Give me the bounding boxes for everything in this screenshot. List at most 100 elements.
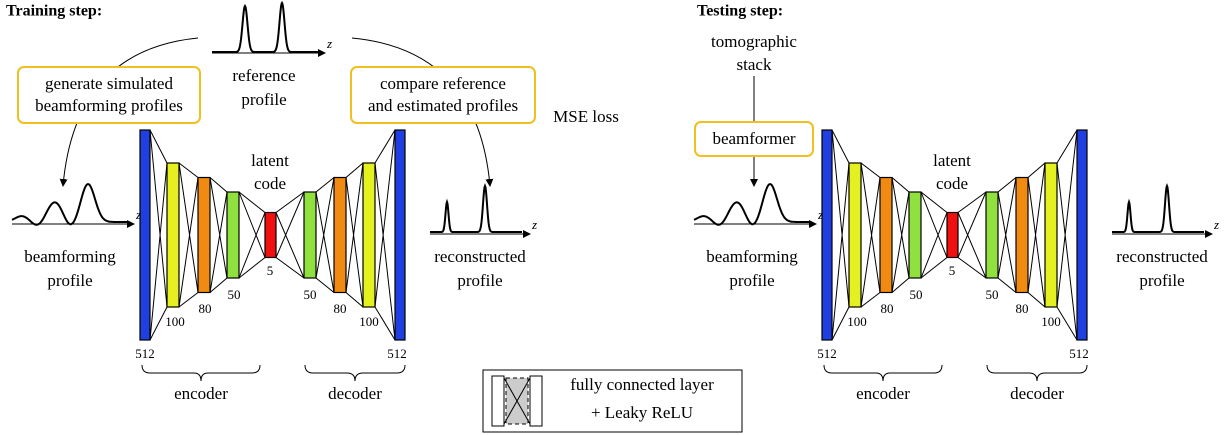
reference-profile	[212, 0, 318, 53]
connection	[238, 191, 266, 279]
layer	[985, 191, 999, 279]
connection	[149, 129, 168, 341]
brace	[823, 364, 943, 382]
layer-size: 512	[387, 346, 407, 361]
box-text: beamformer	[712, 129, 795, 148]
connection	[178, 162, 199, 308]
layer-size: 80	[334, 301, 347, 316]
connection	[891, 177, 910, 293]
latent-label: latent	[251, 151, 289, 170]
output-profile	[430, 183, 522, 233]
encoder-label: encoder	[856, 384, 910, 403]
panel-title: Testing step:	[697, 3, 783, 20]
box-text: compare reference	[380, 74, 506, 93]
layer	[848, 162, 862, 308]
input-label: profile	[729, 271, 774, 290]
loss-label: MSE loss	[553, 107, 619, 126]
layer	[166, 162, 180, 308]
output-label: profile	[457, 271, 502, 290]
axis-label: z	[135, 207, 141, 222]
box-text: and estimated profiles	[368, 96, 518, 115]
connection	[345, 162, 364, 308]
layer	[879, 176, 893, 294]
layer-size: 80	[1016, 301, 1029, 316]
layer	[362, 162, 376, 308]
connection	[920, 191, 948, 279]
reference-label: reference	[232, 66, 295, 85]
output-profile	[1112, 183, 1204, 233]
layer	[946, 211, 959, 259]
connection	[315, 177, 335, 293]
connection	[997, 177, 1017, 293]
output-label: reconstructed	[434, 247, 526, 266]
decoder-label: decoder	[328, 384, 382, 403]
box-text: generate simulated	[45, 74, 173, 93]
layer	[821, 129, 833, 341]
axis-label: z	[531, 217, 537, 232]
panel-title: Training step:	[6, 3, 102, 20]
box	[350, 66, 536, 124]
encoder-label: encoder	[174, 384, 228, 403]
layer-size: 80	[881, 301, 894, 316]
brace	[141, 364, 261, 382]
source-label: stack	[737, 55, 772, 74]
connection	[831, 129, 850, 341]
box	[694, 121, 814, 157]
layer-size: 80	[199, 301, 212, 316]
input-profile	[11, 183, 128, 226]
layer-size: 512	[135, 346, 155, 361]
layer	[1076, 129, 1088, 341]
connection	[860, 162, 881, 308]
input-label: profile	[47, 271, 92, 290]
layer-size: 100	[359, 314, 379, 329]
connection	[209, 177, 228, 293]
layer-size: 100	[1041, 314, 1061, 329]
legend-text: + Leaky ReLU	[591, 403, 693, 422]
layer-size: 100	[847, 314, 867, 329]
input-label: beamforming	[24, 247, 116, 266]
layer-size: 512	[1069, 346, 1089, 361]
layer	[139, 129, 151, 341]
layer	[1015, 176, 1029, 294]
output-label: reconstructed	[1116, 247, 1208, 266]
axis-label: z	[326, 36, 332, 51]
box-text: beamforming profiles	[35, 96, 183, 115]
layer-size: 512	[817, 346, 837, 361]
layer	[333, 176, 347, 294]
latent-label: code	[254, 174, 286, 193]
axis-label: z	[1213, 217, 1219, 232]
layer-size: 50	[228, 287, 241, 302]
layer-size: 50	[304, 287, 317, 302]
layer-size: 50	[910, 287, 923, 302]
layer	[1044, 162, 1058, 308]
reference-label: profile	[241, 90, 286, 109]
legend-icon	[529, 375, 543, 427]
brace	[304, 364, 406, 382]
connection	[374, 129, 396, 341]
layer	[303, 191, 317, 279]
layer-size: 5	[949, 263, 956, 278]
layer-size: 100	[165, 314, 185, 329]
output-label: profile	[1139, 271, 1184, 290]
latent-label: code	[936, 174, 968, 193]
axis-label: z	[817, 207, 823, 222]
layer	[264, 211, 277, 259]
box	[17, 66, 201, 124]
layer	[226, 191, 240, 279]
latent-label: latent	[933, 151, 971, 170]
input-label: beamforming	[706, 247, 798, 266]
legend-icon	[491, 375, 505, 427]
connection	[1056, 129, 1078, 341]
legend-text: fully connected layer	[570, 375, 714, 394]
decoder-label: decoder	[1010, 384, 1064, 403]
layer-size: 5	[267, 263, 274, 278]
source-label: tomographic	[711, 32, 797, 51]
layer	[908, 191, 922, 279]
connection	[1027, 162, 1046, 308]
brace	[986, 364, 1088, 382]
connection	[957, 191, 987, 279]
layer	[197, 176, 211, 294]
input-profile	[693, 183, 810, 226]
layer-size: 50	[986, 287, 999, 302]
